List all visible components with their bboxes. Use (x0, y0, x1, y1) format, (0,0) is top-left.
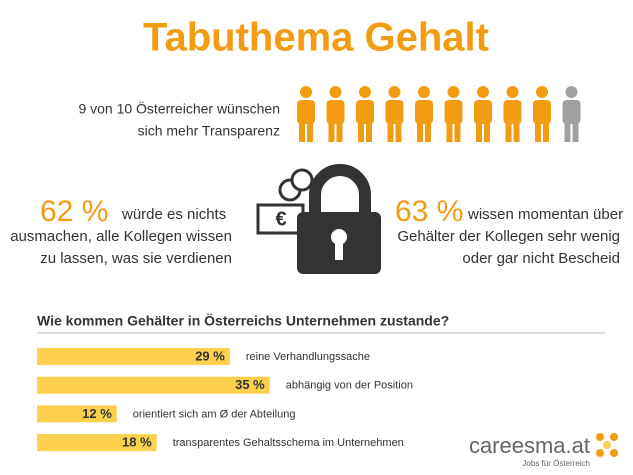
stat-text: oder gar nicht Bescheid (462, 250, 620, 267)
bar (37, 405, 117, 423)
category-label: reine Verhandlungssache (246, 351, 370, 363)
bar (37, 348, 230, 365)
svg-text:€: € (275, 208, 286, 230)
stat-text: zu lassen, was sie verdienen (40, 250, 232, 267)
stat-value: 62 % (40, 195, 108, 228)
lock-icon: € (256, 164, 381, 274)
stat-text: Gehälter der Kollegen sehr wenig (397, 228, 620, 245)
category-label: transparentes Gehaltsschema im Unternehm… (173, 437, 404, 449)
person-icon (444, 86, 463, 142)
category-label: abhängig von der Position (286, 380, 413, 392)
category-label: orientiert sich am Ø der Abteilung (133, 408, 296, 420)
bar-label: 18 % (122, 435, 152, 450)
person-icon (503, 86, 522, 142)
person-icon (533, 86, 551, 142)
logo-tagline: Jobs für Österreich (522, 459, 590, 468)
chart-title: Wie kommen Gehälter in Österreichs Unter… (37, 313, 449, 329)
logo-name: careesma.at (469, 433, 590, 458)
person-icon (474, 86, 492, 142)
title: Tabuthema Gehalt (143, 16, 489, 60)
stat-value: 63 % (395, 195, 463, 228)
bar (37, 434, 157, 452)
person-icon (562, 86, 581, 142)
person-icon (385, 86, 404, 142)
pictogram-text: 9 von 10 Österreicher wünschen (78, 100, 280, 117)
stat-text: wissen momentan über (467, 206, 623, 223)
bar (37, 376, 270, 394)
bar-label: 29 % (195, 348, 225, 363)
bar-label: 35 % (235, 377, 265, 392)
person-icon (297, 86, 315, 142)
logo: careesma.at Jobs für Österreich (469, 433, 618, 468)
stat-text: ausmachen, alle Kollegen wissen (10, 228, 232, 245)
person-icon (326, 86, 345, 142)
person-icon (356, 86, 374, 142)
person-icon (415, 86, 433, 142)
bar-label: 12 % (82, 406, 112, 421)
pictogram-text: sich mehr Transparenz (138, 123, 280, 139)
stat-text: würde es nichts (121, 206, 226, 223)
